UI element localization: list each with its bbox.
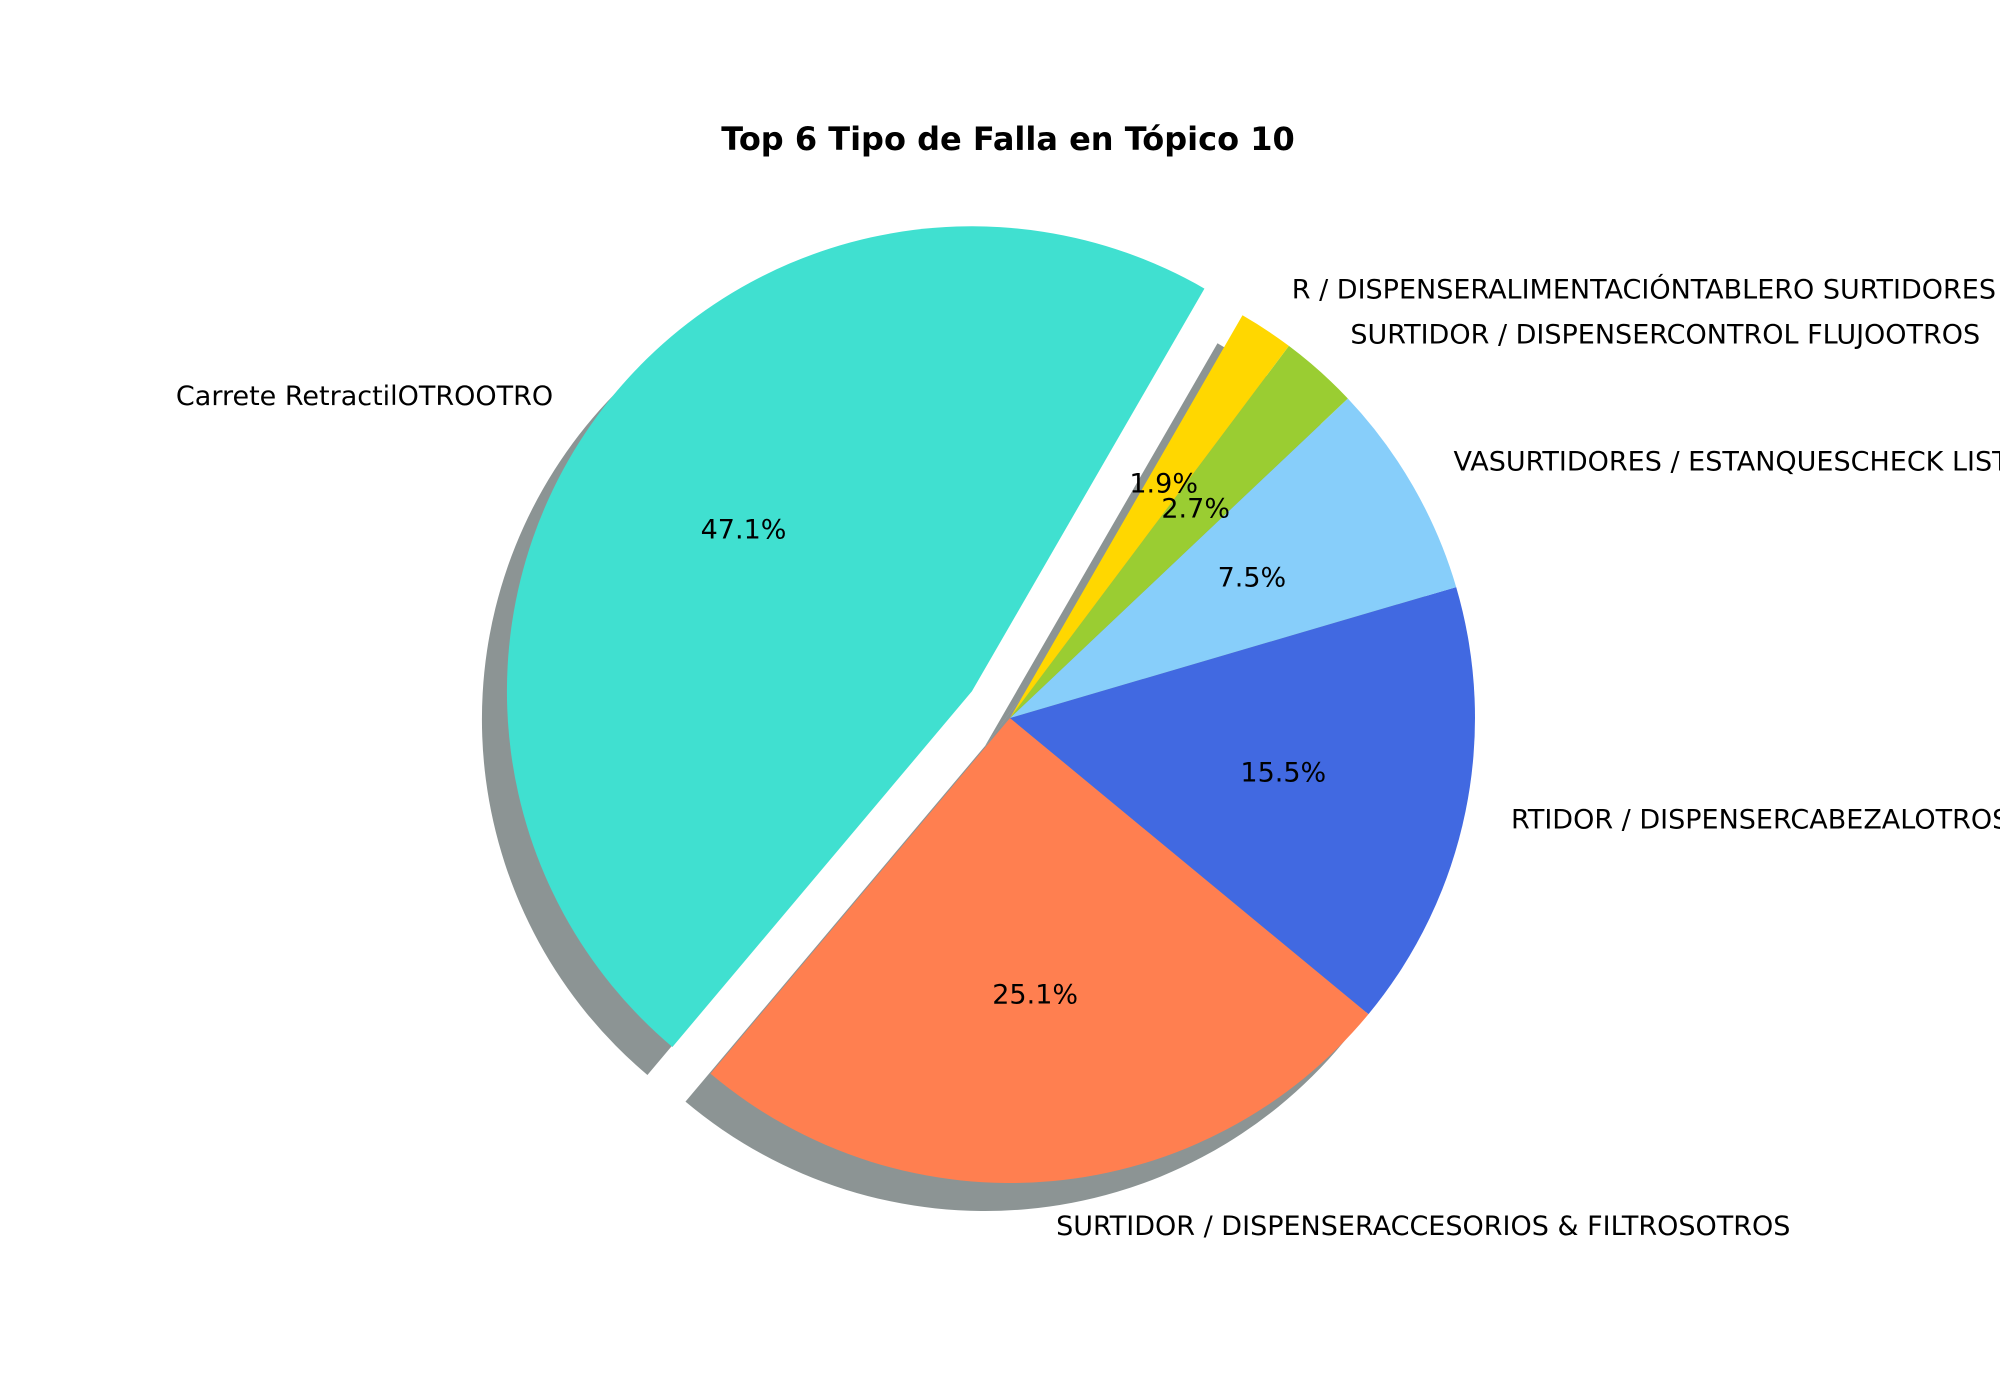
slice-layer bbox=[506, 226, 1475, 1184]
pie-slice-r-dispenseralimentaciontablero-surtidores bbox=[1010, 315, 1289, 718]
slice-percent-rtidor-dispensercabezalotros: 15.5% bbox=[1240, 758, 1326, 789]
label-layer: Carrete RetractilOTROOTRO 47.1% SURTIDOR /… bbox=[176, 274, 2000, 1242]
pie-slice-surtidor-dispenseraccesorios-filtrosotros bbox=[710, 718, 1369, 1184]
slice-label-carrete-retractilotrootro: Carrete RetractilOTROOTRO bbox=[176, 381, 553, 412]
chart-title: Top 6 Tipo de Falla en Tópico 10 bbox=[721, 120, 1295, 158]
slice-label-rtidor-dispensercabezalotros: RTIDOR / DISPENSERCABEZALOTROS bbox=[1511, 804, 2000, 835]
pie-slice-vasurtidores-estanquescheck-list bbox=[1010, 398, 1457, 718]
slice-label-vasurtidores-estanquescheck-list: VASURTIDORES / ESTANQUESCHECK LIST bbox=[1454, 447, 2000, 478]
slice-percent-surtidor-dispenseraccesorios-filtrosotros: 25.1% bbox=[992, 979, 1078, 1010]
pie-slice-carrete-retractilotrootro bbox=[506, 226, 1205, 1047]
slice-label-r-dispenseralimentaciontablero-surtidores: R / DISPENSERALIMENTACIÓNTABLERO SURTIDO… bbox=[1292, 274, 1996, 306]
slice-percent-r-dispenseralimentaciontablero-surtidores: 1.9% bbox=[1129, 469, 1198, 500]
slice-percent-vasurtidores-estanquescheck-list: 7.5% bbox=[1218, 563, 1287, 594]
pie-slice-rtidor-dispensercabezalotros bbox=[1010, 587, 1475, 1015]
slice-label-surtidor-dispensercontrol-flujootros: SURTIDOR / DISPENSERCONTROL FLUJOOTROS bbox=[1350, 320, 1980, 351]
slice-label-surtidor-dispenseraccesorios-filtrosotros: SURTIDOR / DISPENSERACCESORIOS & FILTROS… bbox=[1056, 1211, 1790, 1242]
slice-percent-carrete-retractilotrootro: 47.1% bbox=[701, 515, 787, 546]
pie-slice-surtidor-dispensercontrol-flujootros bbox=[1010, 345, 1348, 718]
slice-percent-surtidor-dispensercontrol-flujootros: 2.7% bbox=[1161, 493, 1230, 524]
